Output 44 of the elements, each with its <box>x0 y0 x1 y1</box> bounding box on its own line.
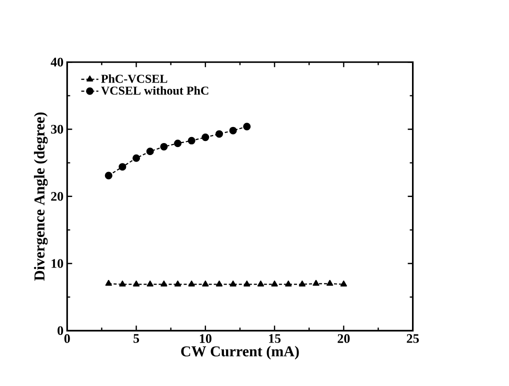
y-tick-label: 10 <box>52 259 64 268</box>
point <box>188 280 195 287</box>
point <box>202 134 210 142</box>
y-tick-label: 0 <box>58 326 64 336</box>
point <box>215 130 223 138</box>
point <box>230 280 236 287</box>
legend-label: PhC-VCSEL <box>101 74 168 84</box>
point <box>160 143 168 151</box>
point <box>257 280 264 287</box>
x-tick-label: 10 <box>200 334 212 344</box>
point <box>104 172 112 180</box>
point <box>244 280 250 287</box>
point <box>188 137 196 145</box>
legend-label: VCSEL without PhC <box>101 86 208 95</box>
point <box>174 280 182 287</box>
point <box>160 280 168 287</box>
x-tick-label: 25 <box>406 334 419 344</box>
point <box>340 280 348 287</box>
point <box>119 280 126 287</box>
point <box>202 280 209 287</box>
x-tick-label: 15 <box>269 334 281 344</box>
point <box>216 280 223 287</box>
point <box>243 122 251 130</box>
y-tick-label: 30 <box>51 124 64 134</box>
x-tick-label: 0 <box>64 334 70 344</box>
point <box>285 280 292 287</box>
x-axis-title: CW Current (mA) <box>181 346 299 360</box>
point <box>132 280 140 287</box>
point <box>312 280 320 286</box>
y-axis-title: Divergence Angle (degree) <box>34 112 48 281</box>
y-tick-label: 20 <box>51 192 64 201</box>
x-tick-label: 5 <box>134 334 140 343</box>
point <box>146 280 154 287</box>
point <box>174 140 182 148</box>
point <box>118 163 126 171</box>
point <box>229 126 237 134</box>
point <box>298 280 306 287</box>
point <box>105 280 112 286</box>
point <box>146 148 154 156</box>
y-tick-label: 40 <box>50 58 64 67</box>
point <box>132 154 140 162</box>
x-tick-label: 20 <box>338 334 350 344</box>
point <box>271 280 278 287</box>
point <box>326 280 334 286</box>
